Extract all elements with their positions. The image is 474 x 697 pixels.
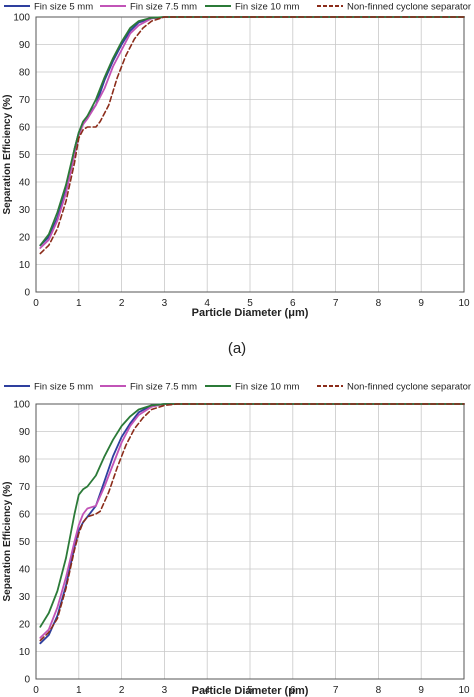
legend: Fin size 5 mm Fin size 7.5 mm Fin size 10 … [4,2,471,13]
x-tick-label: 8 [376,298,382,309]
x-tick-label: 2 [119,298,125,309]
y-tick-label: 80 [19,68,31,79]
x-tick-label: 7 [333,685,339,696]
x-tick-label: 0 [33,298,39,309]
y-tick-label: 30 [19,592,31,603]
x-tick-label: 10 [458,298,470,309]
x-axis-title: Particle Diameter (μm) [192,307,309,319]
series-line-4 [39,16,465,255]
y-tick-label: 20 [19,620,31,631]
chart-panel-1: 0 1 2 3 4 5 6 7 8 9 100102030405060708090100Partic… [2,2,471,358]
legend-label-3: Fin size 10 mm [235,2,299,13]
x-tick-label: 3 [162,685,168,696]
y-tick-label: 100 [13,13,30,24]
y-tick-label: 0 [24,288,30,299]
x-tick-label: 0 [33,685,39,696]
series-line-2 [39,16,465,249]
series-line-3 [39,403,465,628]
y-tick-label: 50 [19,150,31,161]
y-axis-title: Separation Efficiency (%) [2,94,13,214]
x-tick-label: 9 [418,685,424,696]
y-tick-label: 40 [19,565,31,576]
y-tick-label: 90 [19,40,31,51]
legend-label-3: Fin size 10 mm [235,382,299,393]
y-tick-label: 10 [19,647,31,658]
series-line-3 [39,16,465,247]
x-tick-label: 4 [204,685,210,696]
legend-label-1: Fin size 5 mm [34,382,93,393]
y-tick-label: 50 [19,537,31,548]
y-tick-label: 20 [19,233,31,244]
series-line-4 [39,403,465,642]
x-tick-label: 1 [76,298,82,309]
series-line-1 [39,403,465,645]
series-line-2 [39,403,465,639]
x-tick-label: 10 [458,685,470,696]
legend-label-4: Non-finned cyclone separator [347,2,471,13]
y-tick-label: 60 [19,123,31,134]
y-tick-label: 10 [19,260,31,271]
series-line-1 [39,16,465,247]
y-axis-title: Separation Efficiency (%) [2,481,13,601]
y-tick-label: 60 [19,510,31,521]
x-tick-label: 6 [290,298,296,309]
y-tick-label: 70 [19,482,31,493]
x-tick-label: 2 [119,685,125,696]
chart-panel-2: 0 1 2 3 4 5 6 7 8 9 100102030405060708090100Partic… [2,382,471,697]
y-tick-label: 0 [24,675,30,686]
x-tick-label: 3 [162,298,168,309]
x-tick-label: 1 [76,685,82,696]
x-tick-label: 9 [418,298,424,309]
x-tick-label: 6 [290,685,296,696]
x-tick-label: 5 [247,685,253,696]
panel-label: (a) [228,340,246,357]
y-tick-label: 70 [19,95,31,106]
legend-label-4: Non-finned cyclone separator [347,382,471,393]
y-tick-label: 90 [19,427,31,438]
legend-label-2: Fin size 7.5 mm [130,2,197,13]
x-tick-label: 4 [204,298,210,309]
legend-label-2: Fin size 7.5 mm [130,382,197,393]
y-tick-label: 40 [19,178,31,189]
y-tick-label: 80 [19,455,31,466]
legend: Fin size 5 mm Fin size 7.5 mm Fin size 10 … [4,382,471,393]
y-tick-label: 30 [19,205,31,216]
x-tick-label: 8 [376,685,382,696]
legend-label-1: Fin size 5 mm [34,2,93,13]
x-tick-label: 7 [333,298,339,309]
x-axis-title: Particle Diameter (μm) [192,685,309,697]
x-tick-label: 5 [247,298,253,309]
y-tick-label: 100 [13,400,30,411]
